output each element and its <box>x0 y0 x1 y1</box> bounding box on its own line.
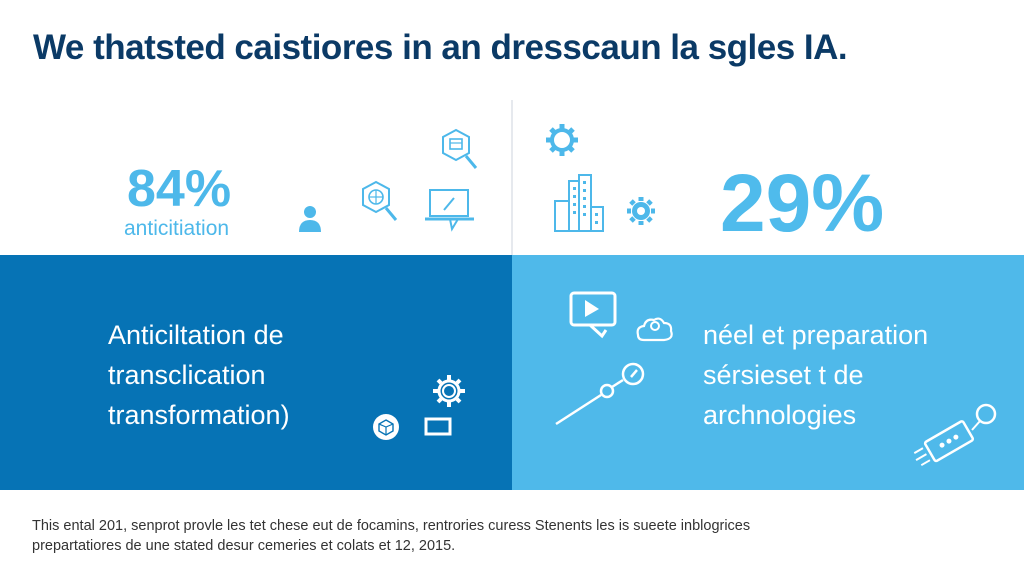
buildings-icon <box>554 174 604 232</box>
gear-icon <box>433 375 465 407</box>
page-title: We thatsted caistiores in an dresscaun l… <box>33 28 848 67</box>
cube-sphere-icon <box>373 414 399 440</box>
globe-search-icon <box>362 180 398 221</box>
cloud-people-icon <box>636 317 673 342</box>
left-band <box>0 255 512 490</box>
left-band-line: transformation) <box>108 400 290 430</box>
document-search-icon <box>442 128 478 169</box>
vertical-divider <box>511 100 513 255</box>
right-stat-value: 29% <box>720 158 885 249</box>
small-gear-icon <box>627 197 655 225</box>
laptop-chat-icon <box>425 189 474 232</box>
left-band-text: Anticiltation de transclication transfor… <box>108 315 290 435</box>
gear-icon <box>546 124 578 156</box>
rocket-key-icon <box>913 403 997 467</box>
footer-line: This ental 201, senprot provle les tet c… <box>32 518 751 534</box>
left-band-line: transclication <box>108 360 266 390</box>
right-band-line: sérsieset t de <box>703 360 864 390</box>
network-node-icon <box>555 362 645 426</box>
video-chat-icon <box>569 291 617 339</box>
left-stat-value: 84% <box>127 160 232 218</box>
footer-note: This ental 201, senprot provle les tet c… <box>32 516 750 556</box>
right-band-text: néel et preparation sérsieset t de archn… <box>703 315 928 435</box>
rectangle-icon <box>424 417 452 436</box>
left-stat-label: anticitiation <box>124 217 230 240</box>
right-band-line: archnologies <box>703 400 857 430</box>
left-band-line: Anticiltation de <box>108 320 284 350</box>
user-icon <box>299 206 321 232</box>
footer-line: prepartatiores de une stated desur cemer… <box>32 538 456 554</box>
right-band-line: néel et preparation <box>703 320 929 350</box>
